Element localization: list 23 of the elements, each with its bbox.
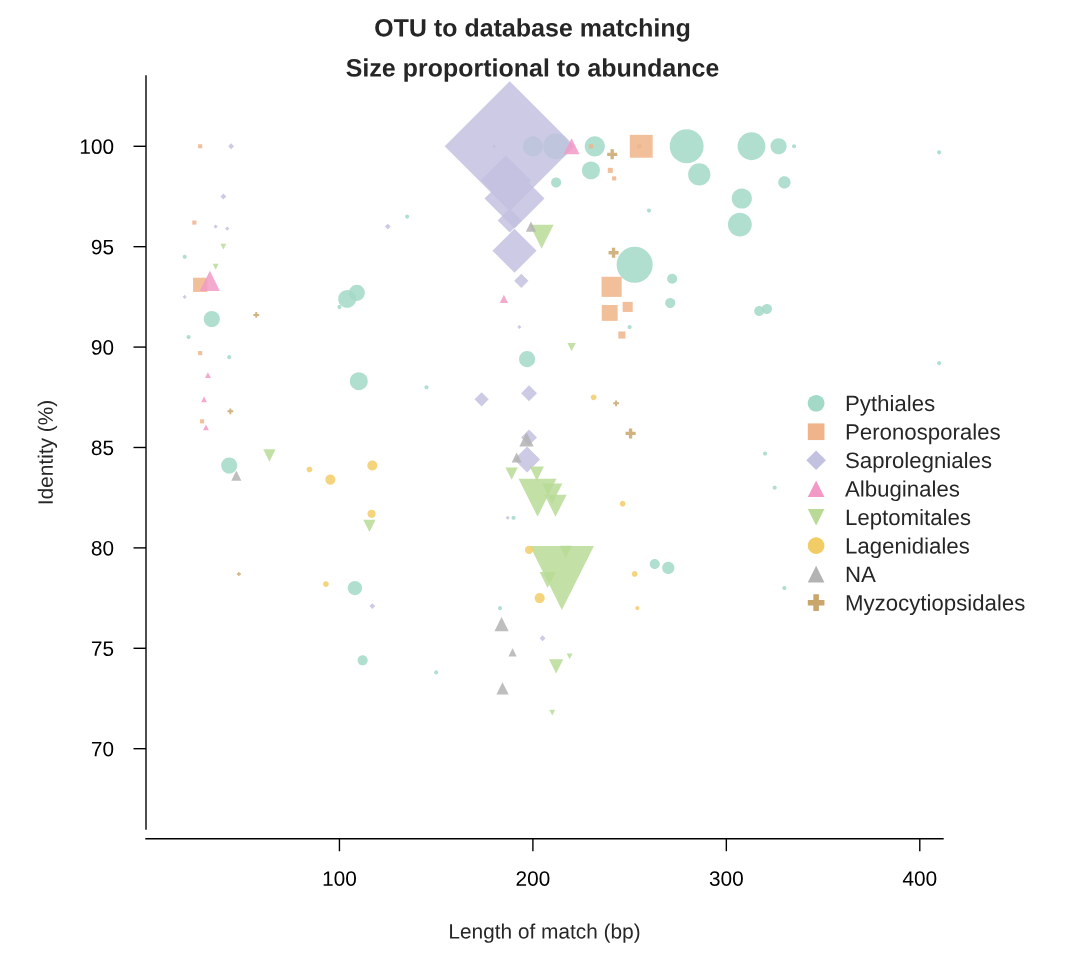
legend-label: Leptomitales [846, 508, 971, 530]
y-tick-label: 100 [80, 139, 114, 155]
y-tick-label: 85 [91, 440, 114, 456]
x-tick-label: 100 [323, 871, 357, 886]
legend-label: NA [846, 566, 876, 582]
y-axis-title: Identity (%) [37, 401, 58, 504]
y-tick-label: 80 [91, 540, 114, 556]
legend-label: Peronosporales [846, 423, 1000, 445]
legend-label: Myzocytiopsidales [846, 594, 1025, 616]
chart-title: OTU to database matching [375, 18, 690, 42]
x-tick-label: 300 [709, 871, 743, 886]
x-axis-title: Length of match (bp) [450, 923, 640, 943]
legend-label: Lagenidiales [846, 537, 969, 559]
legend-label: Albuginales [845, 480, 960, 502]
legend-label: Saprolegniales [846, 451, 992, 473]
x-tick-label: 400 [902, 871, 937, 886]
y-tick-label: 90 [91, 340, 114, 355]
y-tick-label: 75 [91, 641, 114, 657]
x-tick-label: 200 [516, 871, 550, 886]
y-tick-label: 70 [91, 741, 114, 757]
y-tick-label: 95 [91, 239, 114, 255]
legend-label: Pythiales [846, 394, 935, 416]
chart-subtitle: Size proportional to abundance [346, 58, 719, 82]
